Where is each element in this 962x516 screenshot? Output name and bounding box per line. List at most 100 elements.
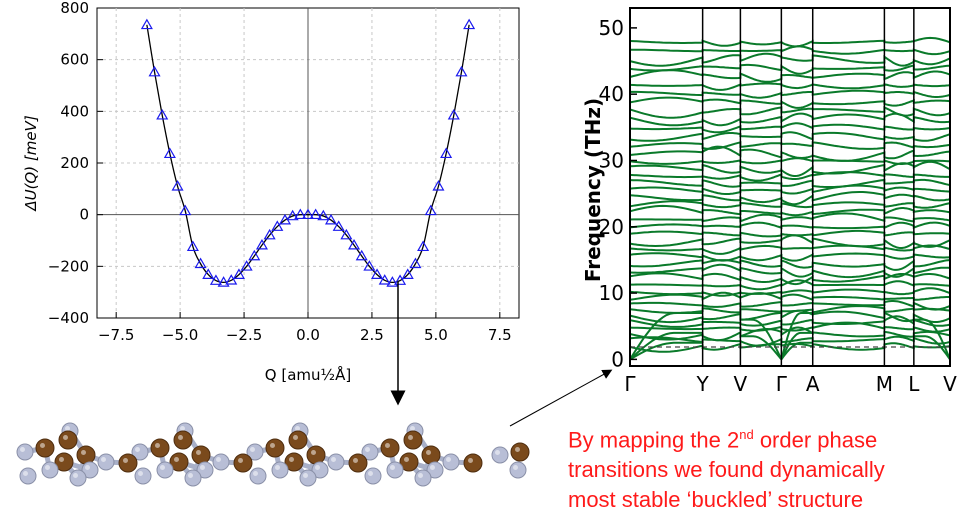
- acoustic-band-line: [629, 341, 703, 361]
- metal-atom: [265, 438, 285, 458]
- energy-data-point: [202, 268, 215, 279]
- ligand-atom: [16, 443, 34, 461]
- ligand-atom: [442, 453, 460, 471]
- energy-data-point: [348, 238, 361, 250]
- energy-data-point: [417, 240, 430, 252]
- ligand-atom: [69, 469, 87, 487]
- atom-highlight: [196, 450, 201, 455]
- buckled-structure-image: [16, 422, 530, 487]
- energy-data-point: [394, 274, 407, 285]
- band-y-tick-label: 20: [599, 215, 624, 239]
- atom-highlight: [155, 443, 160, 448]
- atom-highlight: [365, 447, 370, 452]
- phonon-band-line: [629, 291, 950, 302]
- atom-highlight: [238, 458, 243, 463]
- atom-highlight: [45, 465, 50, 470]
- phonon-band-line: [629, 305, 951, 314]
- phonon-band-line: [629, 36, 951, 48]
- energy-y-tick-label: −200: [48, 257, 89, 275]
- energy-data-point: [324, 213, 338, 225]
- energy-x-tick-label: −7.5: [98, 326, 134, 344]
- atom-highlight: [178, 435, 183, 440]
- atom-highlight: [468, 458, 473, 463]
- energy-data-point: [371, 268, 384, 279]
- energy-x-tick-label: 0.0: [296, 326, 320, 344]
- caption-line-3: most stable ‘buckled’ structure: [568, 487, 864, 513]
- phonon-band-line: [629, 200, 951, 209]
- energy-data-point: [432, 180, 445, 191]
- atom-highlight: [123, 458, 128, 463]
- atom-highlight: [101, 457, 106, 462]
- atom-highlight: [23, 471, 28, 476]
- phonon-band-line: [629, 52, 951, 67]
- atom-highlight: [180, 426, 185, 431]
- atom-highlight: [303, 473, 308, 478]
- metal-atom: [399, 452, 419, 472]
- energy-data-point: [255, 238, 268, 250]
- phonon-bands: [629, 36, 951, 361]
- ligand-atom: [327, 453, 345, 471]
- ligand-atom: [156, 461, 174, 479]
- energy-y-axis-label: ΔU(Q) [meV]: [22, 115, 40, 211]
- energy-data-point: [248, 249, 261, 261]
- atom-highlight: [408, 435, 413, 440]
- energy-y-tick-label: 400: [60, 102, 89, 120]
- ligand-atom: [184, 469, 202, 487]
- energy-data-point: [309, 208, 322, 220]
- ligand-atom: [134, 467, 152, 485]
- energy-data-point: [163, 147, 176, 159]
- atom-highlight: [390, 465, 395, 470]
- phonon-band-line: [629, 178, 951, 188]
- energy-data-point: [332, 220, 345, 231]
- acoustic-band-line: [780, 331, 813, 360]
- acoustic-band-line: [913, 335, 951, 360]
- acoustic-band-line: [780, 312, 813, 360]
- band-y-tick-label: 10: [599, 281, 624, 305]
- atom-highlight: [138, 471, 143, 476]
- phonon-band-line: [629, 212, 951, 223]
- phonon-band-line: [629, 263, 951, 279]
- atom-highlight: [63, 435, 68, 440]
- energy-data-point: [409, 257, 422, 269]
- kpoint-label: V: [734, 372, 748, 396]
- energy-data-point: [156, 108, 169, 120]
- band-y-tick-label: 30: [599, 148, 624, 172]
- energy-data-point: [440, 147, 453, 159]
- energy-data-point: [386, 276, 399, 287]
- energy-x-tick-label: 7.5: [488, 326, 512, 344]
- energy-data-point: [363, 260, 376, 271]
- energy-zero-axes: [97, 8, 519, 318]
- energy-x-tick-label: −2.5: [226, 326, 262, 344]
- energy-x-tick-label: 5.0: [424, 326, 448, 344]
- energy-data-point: [294, 208, 307, 220]
- acoustic-band-line: [740, 335, 783, 361]
- energy-x-tick-label: −5.0: [162, 326, 198, 344]
- kpoint-label: V: [943, 372, 957, 396]
- phonon-band-line: [629, 96, 951, 109]
- metal-atom: [54, 452, 74, 472]
- energy-data-point: [301, 208, 315, 220]
- atom-highlight: [418, 473, 423, 478]
- metal-atom: [58, 430, 78, 450]
- energy-data-point: [225, 274, 238, 285]
- ligand-atom: [249, 467, 267, 485]
- acoustic-band-line: [740, 318, 783, 360]
- atom-highlight: [275, 465, 280, 470]
- caption-line-2: transitions we found dynamically: [568, 457, 885, 483]
- band-y-ticks: 0 10 20 30 40 50: [599, 16, 637, 371]
- phonon-band-line: [629, 321, 951, 333]
- atom-highlight: [385, 443, 390, 448]
- ligand-atom: [386, 461, 404, 479]
- energy-data-point: [240, 260, 253, 271]
- energy-data-point: [401, 268, 414, 279]
- energy-data-point: [194, 257, 207, 269]
- energy-chart: −7.5 −5.0 −2.5 0.0 2.5 5.0 7.5 −400 −200 0 200 400 6…: [22, 0, 520, 384]
- metal-atom: [403, 430, 423, 450]
- phonon-band-line: [629, 141, 951, 150]
- phonon-band-line: [629, 326, 951, 342]
- atom-highlight: [188, 473, 193, 478]
- phonon-band-line: [629, 105, 951, 119]
- atom-highlight: [430, 465, 435, 470]
- phonon-band-line: [629, 69, 951, 83]
